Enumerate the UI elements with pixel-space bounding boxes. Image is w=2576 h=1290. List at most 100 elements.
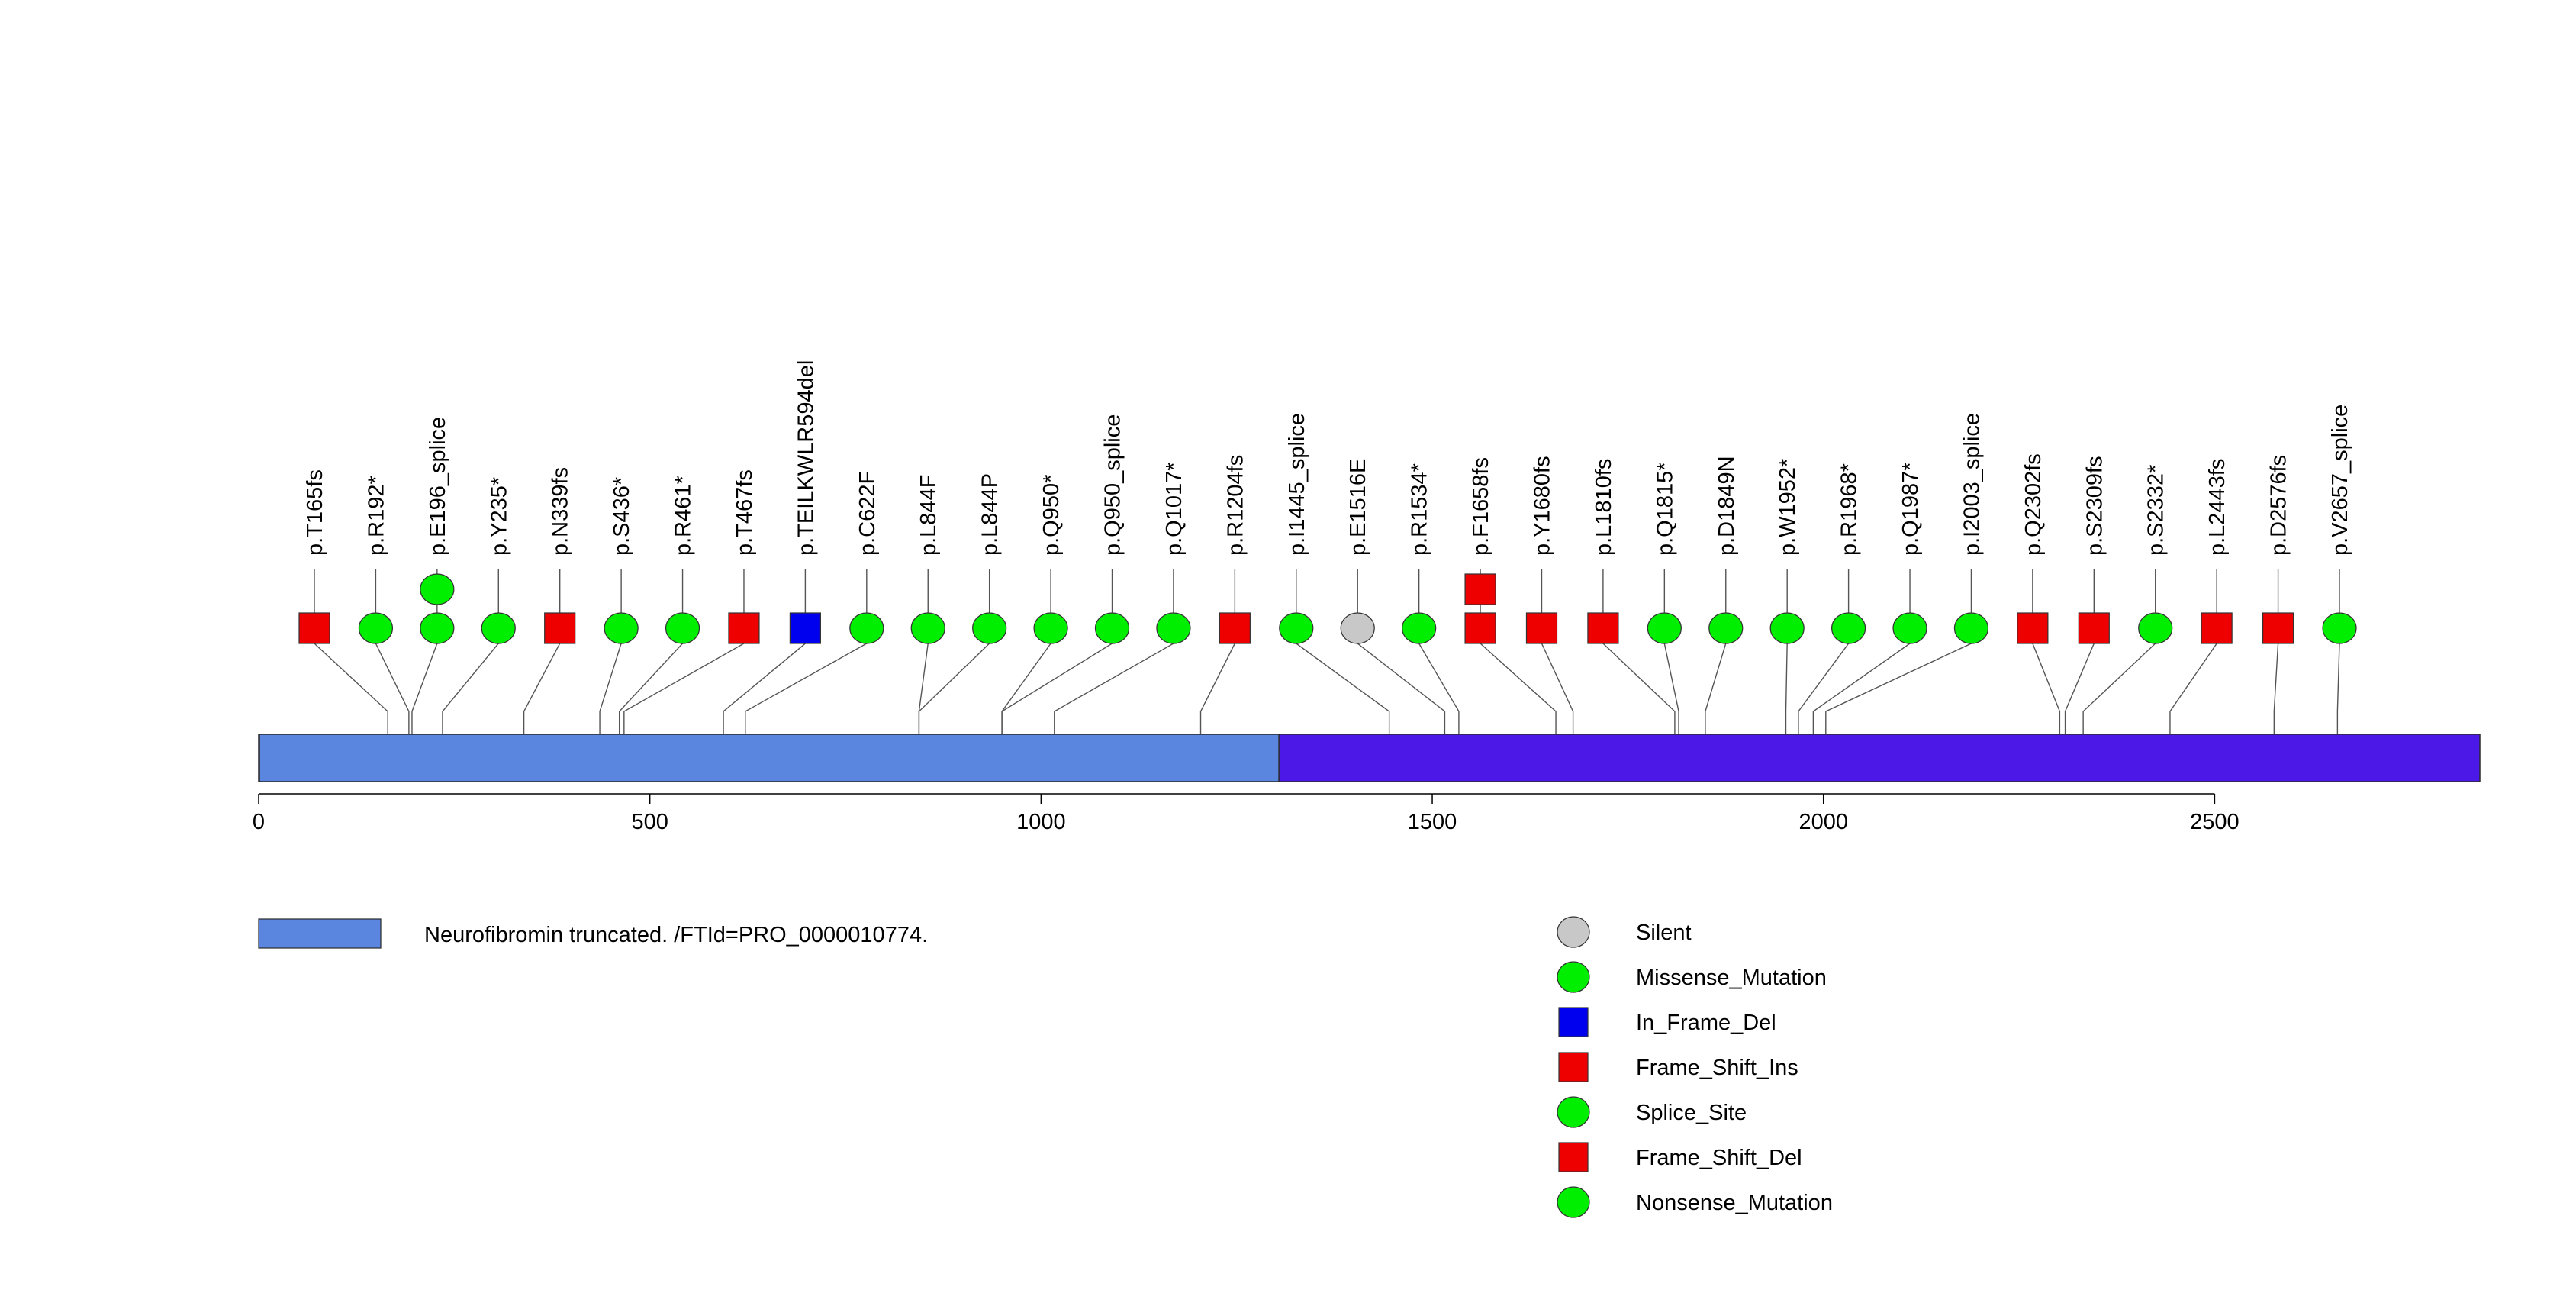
mutation-label-8: p.TEILKWLR594del — [794, 360, 818, 556]
marker-25 — [1831, 612, 1866, 644]
mutation-label-10: p.L844F — [916, 475, 941, 556]
marker-2-1 — [420, 573, 455, 605]
legend-marker-3 — [1558, 1052, 1589, 1082]
marker-13 — [1094, 612, 1130, 644]
mutation-label-20: p.Y1680fs — [1530, 456, 1554, 556]
marker-16 — [1279, 612, 1314, 644]
mutation-label-21: p.L1810fs — [1592, 459, 1616, 556]
marker-2-0 — [420, 612, 455, 644]
legend-marker-4 — [1557, 1096, 1590, 1128]
marker-17 — [1340, 612, 1375, 644]
x-tick-label-0: 0 — [253, 810, 265, 834]
marker-19-1 — [1464, 573, 1496, 605]
mutation-label-7: p.T467fs — [733, 469, 757, 556]
mutation-label-31: p.L2443fs — [2205, 459, 2230, 556]
x-tick-label-1500: 1500 — [1408, 810, 1457, 834]
x-tick-label-1000: 1000 — [1016, 810, 1066, 834]
marker-28 — [2017, 612, 2049, 644]
legend-marker-2 — [1558, 1007, 1589, 1037]
mutation-type-legend: Silent Missense_Mutation In_Frame_Del Frame… — [1557, 916, 1833, 1218]
marker-32 — [2262, 612, 2294, 644]
legend-label-3: Frame_Shift_Ins — [1636, 1056, 1798, 1080]
marker-15 — [1219, 612, 1251, 644]
mutation-label-23: p.D1849N — [1715, 456, 1739, 556]
marker-23 — [1708, 612, 1744, 644]
mutation-label-25: p.R1968* — [1837, 463, 1862, 556]
mutation-label-27: p.I2003_splice — [1959, 413, 1984, 556]
mutation-label-30: p.S2332* — [2144, 465, 2169, 556]
legend-label-5: Frame_Shift_Del — [1636, 1146, 1802, 1170]
marker-8 — [789, 612, 821, 644]
mutation-label-4: p.N339fs — [549, 467, 573, 556]
marker-22 — [1647, 612, 1682, 644]
protein-track — [258, 734, 2481, 782]
marker-0 — [298, 612, 330, 644]
mutation-label-15: p.R1204fs — [1223, 455, 1248, 556]
mutation-label-24: p.W1952* — [1776, 459, 1800, 556]
marker-7 — [728, 612, 760, 644]
legend-marker-0 — [1557, 916, 1590, 948]
marker-19-0 — [1464, 612, 1496, 644]
mutation-label-22: p.Q1815* — [1653, 462, 1677, 556]
mutation-label-3: p.Y235* — [487, 477, 511, 556]
marker-12 — [1033, 612, 1068, 644]
legend-label-4: Splice_Site — [1636, 1101, 1747, 1125]
legend-label-0: Silent — [1636, 921, 1692, 945]
marker-33 — [2322, 612, 2357, 644]
mutation-label-16: p.I1445_splice — [1285, 413, 1309, 556]
x-tick-label-2500: 2500 — [2190, 810, 2240, 834]
x-tick-label-500: 500 — [631, 810, 668, 834]
marker-4 — [544, 612, 576, 644]
mutation-label-2: p.E196_splice — [426, 417, 450, 556]
marker-6 — [665, 612, 700, 644]
protein-domain-0 — [259, 734, 1280, 782]
mutation-label-0: p.T165fs — [303, 469, 327, 556]
marker-24 — [1769, 612, 1805, 644]
marker-30 — [2138, 612, 2173, 644]
marker-3 — [481, 612, 516, 644]
marker-11 — [972, 612, 1007, 644]
mutation-label-6: p.R461* — [671, 476, 696, 556]
mutation-label-5: p.S436* — [610, 477, 634, 556]
marker-26 — [1892, 612, 1927, 644]
mutation-label-19: p.F1658fs — [1469, 457, 1493, 556]
marker-21 — [1587, 612, 1619, 644]
mutation-labels: p.T165fs p.R192* p.E196_splice p.Y235* p.N33… — [303, 360, 2352, 556]
mutation-label-17: p.E1516E — [1346, 459, 1370, 556]
marker-27 — [1953, 612, 1989, 644]
legend-label-1: Missense_Mutation — [1636, 966, 1827, 990]
x-tick-label-2000: 2000 — [1798, 810, 1848, 834]
domain-legend-swatch-0 — [258, 918, 382, 949]
marker-18 — [1402, 612, 1437, 644]
mutation-label-13: p.Q950_splice — [1101, 414, 1125, 556]
domain-legend-label-0: Neurofibromin truncated. /FTId=PRO_00000… — [424, 923, 928, 947]
legend-marker-1 — [1557, 961, 1590, 993]
marker-1 — [358, 612, 394, 644]
domain-legend: Neurofibromin truncated. /FTId=PRO_00000… — [258, 918, 928, 949]
mutation-label-9: p.C622F — [855, 471, 880, 556]
marker-20 — [1525, 612, 1558, 644]
mutation-label-29: p.S2309fs — [2082, 456, 2107, 556]
x-axis: 0 500 1000 1500 2000 2500 — [253, 793, 2240, 834]
mutation-label-28: p.Q2302fs — [2021, 453, 2046, 556]
mutation-label-14: p.Q1017* — [1162, 462, 1187, 556]
legend-marker-6 — [1557, 1186, 1590, 1218]
mutation-label-32: p.D2576fs — [2267, 455, 2291, 556]
mutation-label-26: p.Q1987* — [1898, 462, 1923, 556]
legend-label-2: In_Frame_Del — [1636, 1011, 1776, 1035]
marker-14 — [1156, 612, 1191, 644]
mutation-label-18: p.R1534* — [1408, 463, 1432, 556]
legend-label-6: Nonsense_Mutation — [1636, 1191, 1833, 1215]
mutation-label-11: p.L844P — [978, 473, 1003, 556]
marker-29 — [2078, 612, 2110, 644]
marker-9 — [849, 612, 884, 644]
legend-marker-5 — [1558, 1142, 1589, 1172]
marker-31 — [2201, 612, 2233, 644]
marker-10 — [910, 612, 945, 644]
mutation-label-12: p.Q950* — [1039, 475, 1064, 556]
markers-layer — [298, 573, 2357, 644]
marker-5 — [604, 612, 639, 644]
mutation-label-33: p.V2657_splice — [2328, 405, 2352, 556]
mutation-label-1: p.R192* — [364, 476, 388, 556]
